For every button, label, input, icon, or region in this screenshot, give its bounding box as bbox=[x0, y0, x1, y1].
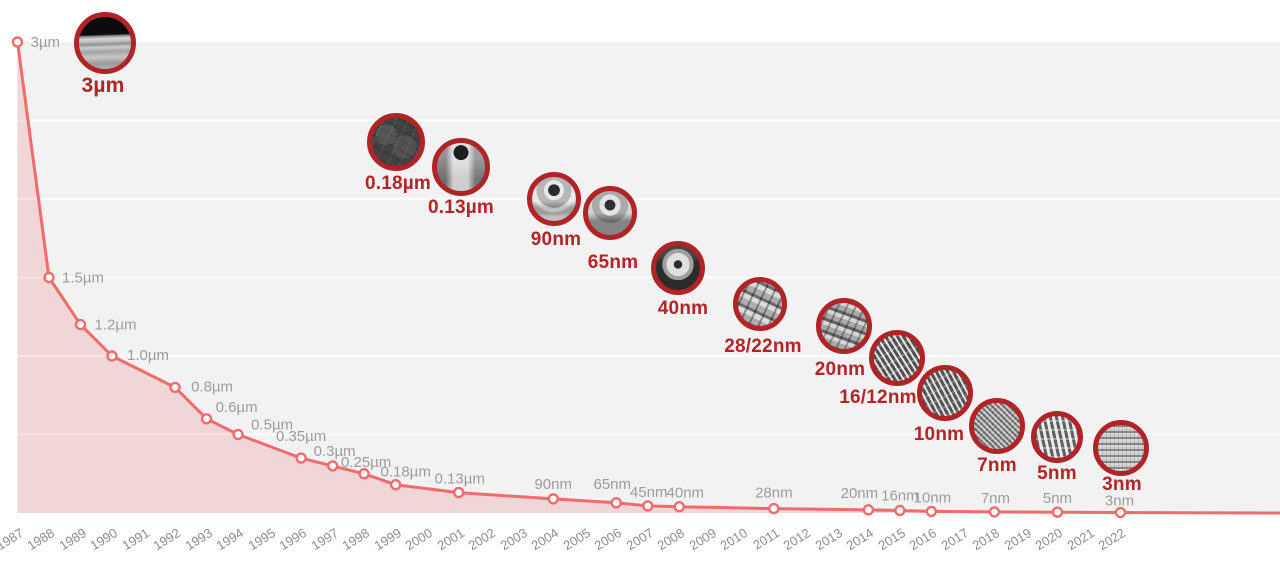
point-label: 3nm bbox=[1105, 493, 1134, 510]
point-label: 3µm bbox=[31, 34, 60, 51]
point-label: 40nm bbox=[667, 485, 705, 502]
point-label: 0.8µm bbox=[191, 378, 233, 395]
badge-label-0.13µm: 0.13µm bbox=[427, 197, 495, 218]
data-point-28nm bbox=[768, 502, 780, 515]
die-photo-fin-blocks-icon bbox=[733, 277, 787, 331]
data-point-5nm bbox=[1051, 506, 1064, 518]
data-point-0.18µm bbox=[389, 479, 402, 491]
badge-label-20nm: 20nm bbox=[814, 359, 866, 380]
data-point-40nm bbox=[673, 501, 685, 513]
data-point-7nm bbox=[988, 506, 1001, 518]
point-label: 16nm bbox=[881, 487, 919, 504]
badge-label-7nm: 7nm bbox=[977, 455, 1017, 476]
data-point-1.5µm bbox=[43, 271, 55, 284]
data-point-0.35µm bbox=[295, 452, 307, 464]
die-photo-gate-arch-icon bbox=[583, 186, 637, 240]
point-label: 0.35µm bbox=[276, 428, 326, 445]
point-label: 0.18µm bbox=[380, 464, 430, 481]
point-label: 1.0µm bbox=[127, 347, 169, 364]
data-point-45nm bbox=[642, 500, 654, 512]
point-label: 0.5µm bbox=[251, 417, 293, 434]
data-point-90nm bbox=[547, 493, 559, 505]
data-point-1.0µm bbox=[106, 350, 118, 362]
point-label: 0.13µm bbox=[435, 471, 485, 488]
badge-label-16/12nm: 16/12nm bbox=[839, 387, 917, 408]
data-point-0.5µm bbox=[232, 428, 244, 441]
data-point-0.6µm bbox=[200, 413, 213, 425]
die-photo-finfet-icon bbox=[869, 330, 925, 386]
badge-label-90nm: 90nm bbox=[530, 229, 582, 250]
data-point-3µm bbox=[11, 36, 24, 48]
data-point-1.2µm bbox=[74, 318, 87, 331]
data-point-16nm bbox=[894, 504, 906, 517]
point-label: 90nm bbox=[534, 476, 572, 493]
data-point-3nm bbox=[1114, 506, 1127, 519]
point-label: 0.3µm bbox=[314, 443, 356, 460]
die-photo-fin-blocks-icon bbox=[816, 298, 872, 354]
data-point-0.8µm bbox=[169, 381, 181, 394]
badge-label-3nm: 3nm bbox=[1102, 474, 1142, 495]
point-label: 5nm bbox=[1043, 490, 1072, 507]
point-label: 65nm bbox=[594, 476, 632, 493]
badge-label-5nm: 5nm bbox=[1037, 463, 1077, 484]
point-label: 0.25µm bbox=[341, 454, 391, 471]
point-label: 7nm bbox=[981, 490, 1010, 507]
data-point-65nm bbox=[610, 497, 622, 509]
data-point-20nm bbox=[862, 504, 875, 516]
die-photo-gate-arch-icon bbox=[651, 241, 705, 295]
area-fill bbox=[17, 42, 1280, 513]
point-label: 0.6µm bbox=[216, 399, 258, 416]
die-photo-cross-section-icon bbox=[74, 12, 136, 74]
point-label: 1.5µm bbox=[62, 270, 104, 287]
point-label: 1.2µm bbox=[95, 317, 137, 334]
badge-label-65nm: 65nm bbox=[587, 252, 639, 273]
data-point-10nm bbox=[925, 505, 938, 518]
badge-label-40nm: 40nm bbox=[657, 298, 709, 319]
die-photo-dark-poly-icon bbox=[367, 113, 425, 171]
badge-label-3µm: 3µm bbox=[81, 74, 125, 97]
data-point-0.13µm bbox=[452, 486, 465, 499]
badge-label-0.18µm: 0.18µm bbox=[364, 173, 432, 194]
die-photo-finfet-icon bbox=[917, 365, 973, 421]
badge-label-10nm: 10nm bbox=[913, 424, 965, 445]
die-photo-gate-arch-icon bbox=[527, 172, 581, 226]
data-point-0.25µm bbox=[358, 468, 370, 480]
data-point-0.3µm bbox=[326, 460, 339, 472]
die-photo-trench-icon bbox=[432, 138, 490, 196]
die-photo-comb-icon bbox=[1031, 411, 1083, 463]
die-photo-dense-weave-icon bbox=[969, 398, 1025, 454]
point-label: 10nm bbox=[914, 489, 952, 506]
point-label: 45nm bbox=[630, 484, 668, 501]
badge-label-28/22nm: 28/22nm bbox=[724, 336, 802, 357]
die-photo-nanosheet-icon bbox=[1093, 420, 1149, 476]
point-label: 20nm bbox=[841, 485, 879, 502]
point-label: 28nm bbox=[755, 485, 793, 502]
trend-line bbox=[16, 40, 1280, 515]
